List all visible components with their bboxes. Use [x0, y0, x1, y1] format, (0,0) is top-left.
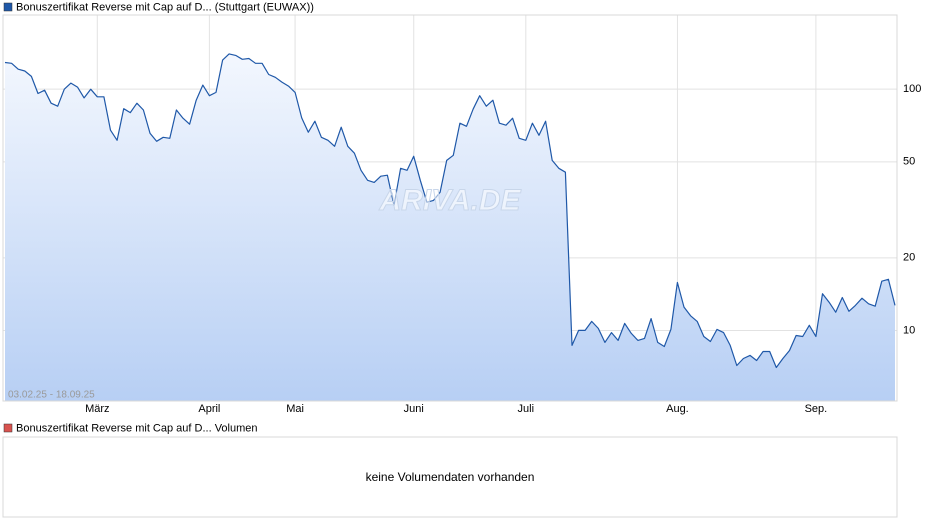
no-data-message: keine Volumendaten vorhanden [366, 470, 535, 484]
legend-swatch [3, 2, 13, 12]
legend-label: Bonuszertifikat Reverse mit Cap auf D...… [16, 1, 314, 13]
legend-label: Bonuszertifikat Reverse mit Cap auf D...… [16, 422, 258, 434]
watermark: ARIVA.DE [378, 184, 521, 217]
x-tick-label: Juni [404, 403, 424, 415]
y-tick-label: 10 [903, 324, 915, 336]
area-fill [5, 53, 895, 402]
plot-frame [2, 14, 898, 402]
price-line [4, 53, 896, 369]
x-tick-label: Juli [518, 403, 535, 415]
x-tick-label: Aug. [666, 403, 689, 415]
range-label: 03.02.25 - 18.09.25 [8, 390, 95, 401]
x-tick-label: März [85, 403, 109, 415]
y-tick-label: 50 [903, 156, 915, 168]
y-tick-label: 20 [903, 252, 915, 264]
x-tick-label: Mai [286, 403, 304, 415]
x-tick-label: Sep. [805, 403, 828, 415]
legend-swatch [3, 423, 13, 433]
x-tick-label: April [198, 403, 220, 415]
volume-frame [2, 436, 898, 518]
y-tick-label: 100 [903, 83, 921, 95]
